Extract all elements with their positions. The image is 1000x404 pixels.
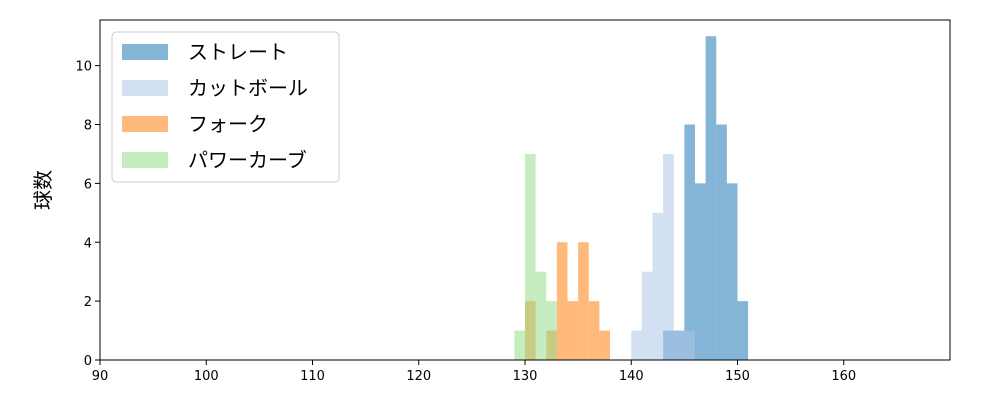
bar xyxy=(641,271,653,360)
y-tick-label: 6 xyxy=(84,177,92,192)
bar xyxy=(556,242,568,360)
y-tick-label: 0 xyxy=(84,354,92,369)
legend-label: ストレート xyxy=(188,40,288,64)
x-tick-label: 90 xyxy=(92,369,109,384)
x-tick-label: 140 xyxy=(619,369,644,384)
legend-label: フォーク xyxy=(188,112,268,136)
x-tick-label: 130 xyxy=(513,369,538,384)
legend-label: カットボール xyxy=(188,76,308,100)
x-tick-label: 110 xyxy=(300,369,325,384)
bar xyxy=(652,212,664,360)
bar xyxy=(684,124,695,360)
legend-swatch xyxy=(122,152,168,168)
x-tick-label: 160 xyxy=(831,369,856,384)
bar xyxy=(631,330,642,360)
bar xyxy=(546,301,557,360)
y-axis-label: 球数 xyxy=(31,170,55,210)
bar xyxy=(716,124,727,360)
y-tick-label: 8 xyxy=(84,119,92,134)
y-tick-label: 4 xyxy=(84,236,92,251)
bar xyxy=(514,330,525,360)
bar xyxy=(525,153,536,360)
y-tick-label: 2 xyxy=(84,295,92,310)
y-tick-label: 10 xyxy=(75,60,92,75)
bar xyxy=(599,330,610,360)
legend-label: パワーカーブ xyxy=(188,148,307,172)
x-tick-label: 100 xyxy=(194,369,219,384)
bar xyxy=(695,183,706,360)
bar xyxy=(673,330,685,360)
bar xyxy=(705,36,717,360)
x-tick-label: 150 xyxy=(725,369,750,384)
legend-box xyxy=(111,31,340,183)
bar xyxy=(578,242,589,360)
bar xyxy=(684,330,695,360)
bar xyxy=(737,301,749,360)
bar xyxy=(588,301,600,360)
bar xyxy=(567,301,579,360)
bar xyxy=(726,183,738,360)
legend-swatch xyxy=(122,116,168,132)
legend-swatch xyxy=(122,44,168,60)
x-tick-label: 120 xyxy=(406,369,431,384)
bar xyxy=(663,153,674,360)
bar xyxy=(535,271,547,360)
legend-swatch xyxy=(122,80,168,96)
